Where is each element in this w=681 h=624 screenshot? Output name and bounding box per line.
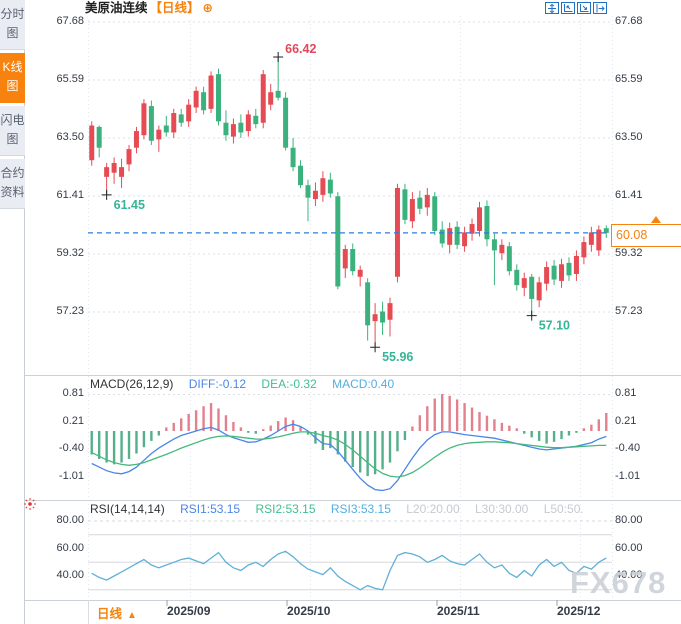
rsi-y-label-left: 40.00 [56, 569, 84, 581]
x-axis-month-label: 2025/09 [167, 604, 211, 618]
macd-value: MACD:0.40 [332, 377, 395, 391]
sidebar-item-contract-info[interactable]: 合约资料 [0, 159, 25, 209]
rsi3-value: RSI3:53.15 [330, 502, 391, 516]
rsi-l20-label: L20:20.00 [406, 502, 460, 516]
macd-y-label-left: 0.21 [62, 414, 84, 427]
macd-y-label-right: -0.40 [615, 442, 641, 455]
main-y-label-left: 63.50 [56, 131, 84, 143]
macd-title: MACD(26,12,9) [90, 377, 174, 391]
move-crosshair-icon[interactable] [545, 2, 559, 14]
main-y-label-right: 57.23 [615, 305, 643, 317]
symbol-name: 美原油连续 [85, 1, 148, 15]
red-flash-icon[interactable] [23, 497, 37, 511]
price-marker-cross [526, 310, 537, 321]
axis-zoom-left-icon[interactable] [561, 2, 575, 14]
main-y-label-right: 61.41 [615, 189, 643, 201]
rsi-y-label-left: 80.00 [56, 514, 84, 526]
macd-y-label-right: 0.21 [615, 414, 637, 427]
rsi-l30-label: L30:30.00 [474, 502, 529, 516]
price-marker-cross [273, 51, 284, 62]
rsi-line [91, 550, 607, 591]
price-marker-cross [370, 342, 381, 353]
chart-title: 美原油连续 【日线】 ⊕ [85, 0, 220, 17]
rsi-l50-label: L50:50. [543, 502, 584, 516]
macd-dea-value: DEA:-0.32 [261, 377, 317, 391]
rsi-y-label-right: 40.00 [615, 569, 643, 581]
rsi-title: RSI(14,14,14) [90, 502, 165, 516]
main-y-label-left: 57.23 [56, 305, 84, 317]
sidebar-item-time-chart[interactable]: 分时图 [0, 0, 25, 50]
chart-toolbar [545, 2, 609, 14]
watermark: FX678 [570, 565, 667, 600]
rsi-y-label-left: 60.00 [56, 541, 84, 554]
period-up-triangle-icon: ▲ [127, 610, 137, 621]
price-up-arrow-icon [651, 216, 661, 223]
x-axis-month-label: 2025/12 [557, 604, 601, 618]
low-annotation: 57.10 [539, 319, 570, 333]
main-y-label-right: 59.32 [615, 247, 643, 259]
period-selector[interactable]: 日线 ▲ [97, 603, 137, 622]
main-y-label-right: 65.59 [615, 73, 643, 85]
macd-y-label-left: 0.81 [62, 387, 84, 400]
main-y-label-left: 61.41 [56, 189, 84, 201]
pan-right-icon[interactable] [593, 2, 607, 14]
rsi2-value: RSI2:53.15 [255, 502, 316, 516]
price-marker-cross [101, 189, 112, 200]
time-axis-bar: 日线 ▲ [25, 600, 681, 624]
main-y-label-left: 59.32 [56, 247, 84, 259]
rsi1-value: RSI1:53.15 [180, 502, 241, 516]
add-indicator-icon[interactable]: ⊕ [202, 1, 214, 15]
main-y-label-left: 67.68 [56, 15, 84, 27]
macd-y-label-left: -0.40 [58, 442, 84, 455]
low-annotation: 61.45 [114, 198, 145, 212]
sidebar-item-flash-chart[interactable]: 闪电图 [0, 106, 25, 156]
sidebar-item-kline-chart[interactable]: K线图 [0, 53, 25, 103]
macd-header: MACD(26,12,9) DIFF:-0.12 DEA:-0.32 MACD:… [90, 377, 406, 391]
period-selector-label: 日线 [97, 607, 123, 621]
main-y-label-right: 63.50 [615, 131, 643, 143]
rsi-y-label-right: 60.00 [615, 541, 643, 554]
macd-diff-line [91, 423, 607, 492]
high-annotation: 66.42 [285, 42, 316, 56]
current-price-tag: 60.08 [611, 224, 681, 247]
sidebar: 分时图 K线图闪电图合约资料 [0, 0, 25, 624]
main-y-label-right: 67.68 [615, 15, 643, 27]
axis-zoom-right-icon[interactable] [577, 2, 591, 14]
rsi-y-label-right: 80.00 [615, 514, 643, 526]
x-axis-month-label: 2025/11 [437, 604, 480, 618]
x-axis-month-label: 2025/10 [287, 604, 331, 618]
low-annotation: 55.96 [382, 350, 413, 364]
main-y-label-left: 65.59 [56, 73, 84, 85]
macd-diff-value: DIFF:-0.12 [188, 377, 247, 391]
period-tag[interactable]: 【日线】 [149, 1, 200, 15]
rsi-header: RSI(14,14,14) RSI1:53.15 RSI2:53.15 RSI3… [90, 502, 596, 516]
macd-y-label-left: -1.01 [58, 469, 84, 482]
macd-y-label-right: -1.01 [615, 469, 641, 482]
macd-dea-line [91, 431, 607, 478]
macd-y-label-right: 0.81 [615, 387, 637, 400]
